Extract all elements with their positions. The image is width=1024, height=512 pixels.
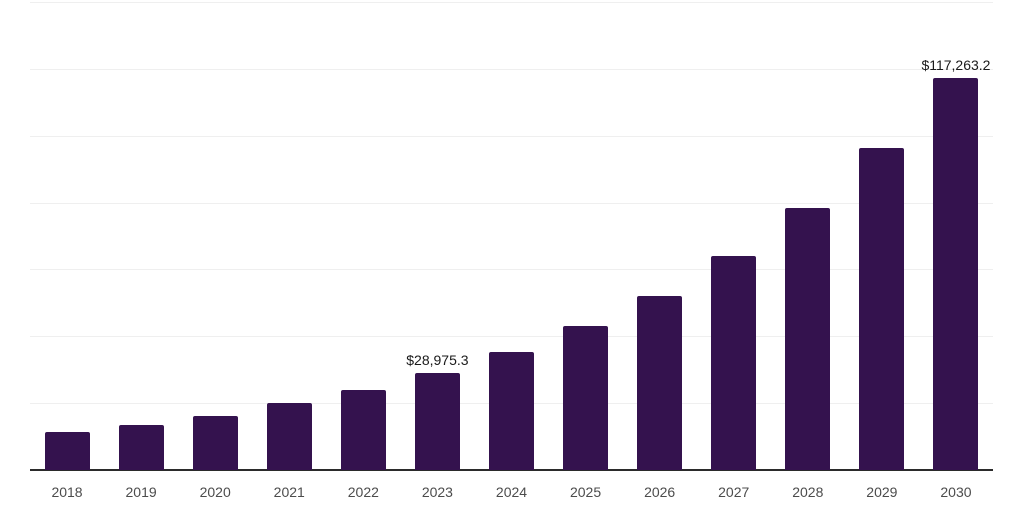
x-tick-label-2027: 2027 <box>718 484 750 500</box>
bar-2023 <box>414 373 460 470</box>
x-tick-label-2021: 2021 <box>273 484 305 500</box>
x-axis-line <box>30 469 993 471</box>
data-label-2023: $28,975.3 <box>406 352 469 369</box>
x-tick-label-2020: 2020 <box>199 484 231 500</box>
bar-2018 <box>44 431 90 470</box>
bar-2030 <box>933 78 979 470</box>
bar-2019 <box>118 424 164 470</box>
gridline-80000 <box>30 202 993 204</box>
x-tick-label-2030: 2030 <box>940 484 972 500</box>
gridline-140000 <box>30 2 993 3</box>
x-tick-label-2023: 2023 <box>421 484 453 500</box>
bar-2022 <box>340 390 386 470</box>
x-tick-label-2018: 2018 <box>51 484 83 500</box>
bar-2028 <box>785 207 831 470</box>
bar-2025 <box>563 326 609 470</box>
bar-2024 <box>489 352 534 470</box>
bar-2021 <box>266 403 312 470</box>
data-label-2030: $117,263.2 <box>921 57 991 73</box>
x-tick-label-2026: 2026 <box>644 484 676 500</box>
gridline-120000 <box>30 68 993 70</box>
bar-2020 <box>192 416 238 470</box>
x-tick-label-2019: 2019 <box>125 484 157 500</box>
x-tick-label-2028: 2028 <box>792 484 824 500</box>
gridline-100000 <box>30 135 993 137</box>
gridline-40000 <box>30 336 993 338</box>
gridline-60000 <box>30 269 993 271</box>
bar-2026 <box>637 295 683 470</box>
x-tick-label-2022: 2022 <box>347 484 379 500</box>
bar-2029 <box>859 147 905 470</box>
bar-2027 <box>711 255 757 470</box>
x-tick-label-2024: 2024 <box>495 484 528 500</box>
x-tick-label-2025: 2025 <box>569 484 602 500</box>
x-tick-label-2029: 2029 <box>866 484 898 500</box>
